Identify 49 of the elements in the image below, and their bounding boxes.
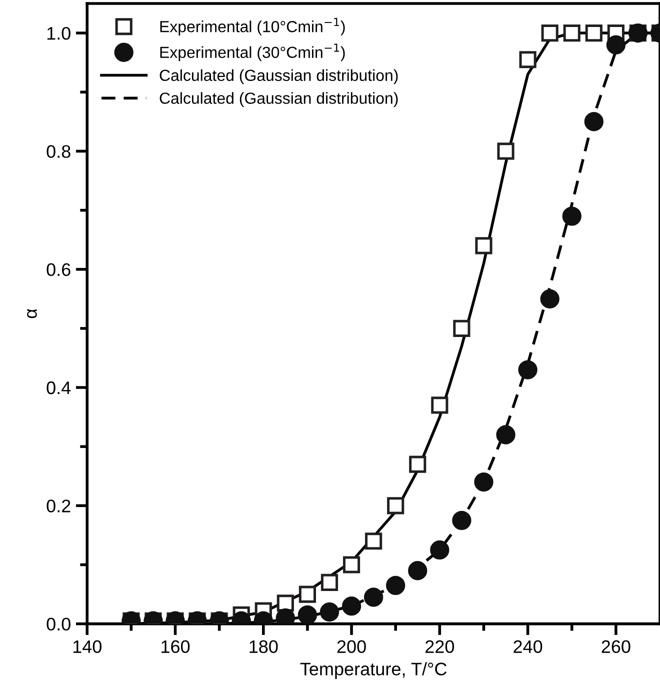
point bbox=[519, 51, 536, 68]
x-tick-label: 160 bbox=[162, 640, 190, 654]
legend-label: Calculated (Gaussian distribution) bbox=[160, 69, 398, 84]
point bbox=[320, 602, 340, 622]
point bbox=[408, 561, 428, 580]
point bbox=[518, 360, 538, 380]
x-tick-label: 140 bbox=[73, 640, 102, 654]
point bbox=[320, 574, 338, 591]
y-tick-label: 0.6 bbox=[46, 263, 70, 276]
point bbox=[431, 396, 448, 414]
point bbox=[497, 142, 514, 160]
point bbox=[364, 588, 384, 607]
point bbox=[386, 576, 406, 595]
point bbox=[475, 237, 492, 254]
point bbox=[387, 497, 404, 514]
point bbox=[430, 540, 450, 560]
point bbox=[453, 320, 470, 337]
point bbox=[342, 596, 362, 616]
point bbox=[584, 112, 604, 132]
x-tick-label: 180 bbox=[250, 640, 278, 654]
point bbox=[276, 594, 294, 612]
point bbox=[562, 206, 582, 226]
y-tick-label: 0.0 bbox=[46, 618, 70, 631]
y-tick-label: 1.0 bbox=[47, 26, 70, 40]
x-tick-label: 260 bbox=[602, 640, 630, 654]
legend-label: Experimental (30°Cmin$^{−1}$) bbox=[160, 44, 345, 62]
point bbox=[563, 24, 580, 42]
y-axis-title: α bbox=[27, 308, 37, 318]
y-tick-label: 0.8 bbox=[46, 145, 70, 158]
point bbox=[452, 510, 472, 530]
point bbox=[365, 532, 382, 550]
point bbox=[606, 35, 626, 54]
point bbox=[496, 425, 516, 444]
point bbox=[585, 24, 602, 42]
x-tick-label: 200 bbox=[337, 640, 366, 654]
y-tick-label: 0.2 bbox=[46, 500, 70, 512]
point bbox=[298, 586, 316, 603]
point bbox=[298, 605, 318, 624]
point bbox=[409, 456, 426, 473]
x-axis-title: Temperature, T/°C bbox=[300, 662, 447, 680]
x-tick-label: 240 bbox=[514, 640, 542, 654]
y-tick-label: 0.4 bbox=[46, 381, 71, 394]
legend-label: Calculated (Gaussian distribution) bbox=[160, 92, 398, 108]
point bbox=[541, 24, 558, 42]
point bbox=[540, 289, 560, 308]
legend-label: Experimental (10°Cmin$^{−1}$) bbox=[160, 18, 345, 36]
point bbox=[342, 556, 360, 574]
point bbox=[474, 472, 494, 492]
x-tick-label: 220 bbox=[426, 640, 454, 654]
